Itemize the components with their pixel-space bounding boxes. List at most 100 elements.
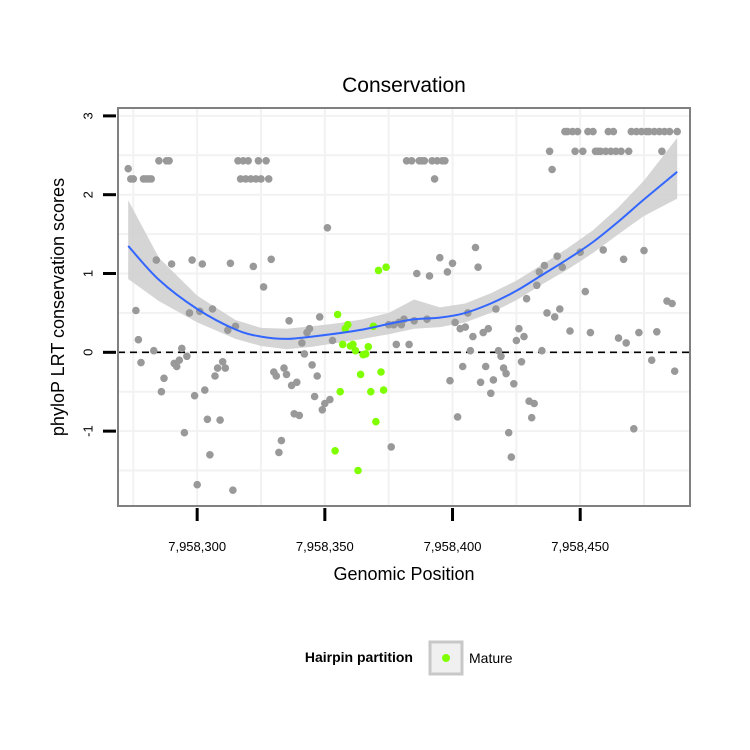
other-point — [313, 372, 322, 380]
other-point — [497, 352, 505, 361]
other-point — [474, 263, 482, 272]
other-point — [451, 318, 459, 327]
other-point — [157, 387, 166, 396]
other-point — [512, 336, 521, 345]
other-point — [471, 243, 480, 252]
data-points — [124, 127, 681, 495]
other-point — [458, 362, 467, 371]
other-point — [407, 157, 416, 165]
other-point — [466, 346, 475, 355]
other-point — [150, 346, 158, 355]
other-point — [137, 358, 145, 367]
other-point — [543, 309, 551, 317]
other-point — [430, 175, 439, 183]
y-axis-label: phyloP LRT conservation scores — [48, 178, 68, 436]
other-point — [244, 157, 252, 165]
other-point — [533, 281, 541, 290]
other-point — [647, 356, 656, 365]
other-point — [484, 324, 493, 333]
mature-point — [372, 417, 380, 426]
other-point — [134, 335, 143, 344]
other-point — [548, 165, 556, 174]
other-point — [453, 413, 462, 421]
other-point — [502, 369, 510, 378]
other-point — [673, 127, 681, 136]
other-point — [469, 332, 477, 341]
x-axis-ticks: 7,958,300 7,958,350 7,958,400 7,958,450 — [168, 508, 609, 554]
other-point — [249, 262, 258, 271]
other-point — [586, 328, 595, 337]
other-point — [515, 324, 523, 333]
mature-point — [379, 386, 388, 394]
other-point — [556, 305, 564, 313]
other-point — [190, 391, 199, 400]
mature-point — [356, 370, 365, 379]
other-point — [517, 358, 526, 366]
other-point — [558, 263, 567, 272]
other-point — [436, 253, 444, 262]
other-point — [573, 127, 582, 136]
confidence-ribbon — [128, 137, 678, 350]
other-point — [124, 164, 132, 173]
other-point — [487, 389, 495, 398]
y-tick-label: 3 — [80, 112, 95, 119]
other-point — [185, 309, 194, 317]
other-point — [201, 386, 209, 394]
other-point — [206, 451, 214, 459]
other-point — [405, 340, 413, 349]
other-point — [167, 260, 176, 268]
other-point — [609, 127, 618, 136]
other-point — [178, 344, 186, 353]
x-tick-label: 7,958,300 — [168, 539, 226, 554]
other-point — [216, 416, 224, 424]
other-point — [665, 127, 674, 136]
confidence-band — [128, 137, 678, 350]
mature-point — [333, 310, 342, 319]
other-point — [581, 287, 590, 296]
other-point — [579, 147, 587, 156]
mature-point — [331, 447, 339, 455]
other-point — [392, 340, 401, 349]
other-point — [172, 362, 181, 371]
other-point — [198, 260, 207, 268]
legend-title: Hairpin partition — [305, 649, 413, 665]
y-tick-label: -1 — [81, 425, 96, 437]
other-point — [670, 367, 679, 376]
mature-point — [364, 343, 373, 351]
other-point — [193, 480, 201, 489]
other-point — [257, 175, 265, 183]
other-point — [129, 175, 138, 183]
other-point — [295, 411, 304, 420]
mature-point — [344, 320, 352, 329]
other-point — [489, 376, 498, 384]
mature-point — [349, 340, 357, 349]
other-point — [165, 157, 173, 165]
x-tick-label: 7,958,450 — [551, 539, 609, 554]
other-point — [461, 323, 470, 331]
other-point — [550, 313, 559, 321]
mature-point — [377, 368, 385, 376]
other-point — [226, 259, 235, 268]
other-point — [522, 294, 531, 303]
other-point — [323, 224, 332, 232]
other-point — [589, 127, 597, 136]
other-point — [425, 272, 434, 280]
other-point — [535, 268, 544, 276]
other-point — [188, 256, 196, 264]
plot-frame — [117, 107, 691, 507]
other-point — [175, 356, 184, 365]
other-point — [624, 147, 633, 156]
mature-point — [367, 387, 375, 396]
other-point — [264, 175, 273, 183]
y-axis-ticks: -1 0 1 2 3 — [80, 112, 116, 437]
other-point — [413, 269, 421, 278]
other-point — [147, 175, 155, 183]
x-tick-label: 7,958,400 — [424, 539, 482, 554]
other-point — [203, 415, 212, 424]
other-point — [160, 374, 168, 383]
mature-point — [351, 346, 360, 355]
other-point — [520, 332, 528, 341]
other-point — [152, 256, 161, 264]
legend-label-mature: Mature — [469, 650, 513, 666]
